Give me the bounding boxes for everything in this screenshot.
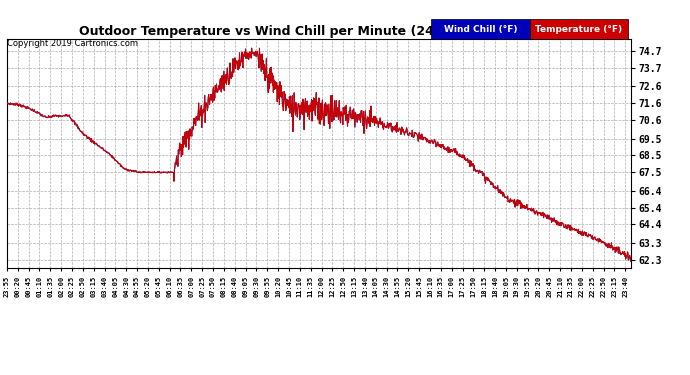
Title: Outdoor Temperature vs Wind Chill per Minute (24 Hours) 20190730: Outdoor Temperature vs Wind Chill per Mi…: [79, 25, 560, 38]
Text: Temperature (°F): Temperature (°F): [535, 25, 622, 34]
Text: Copyright 2019 Cartronics.com: Copyright 2019 Cartronics.com: [7, 39, 138, 48]
Bar: [431, 19, 530, 39]
Text: Wind Chill (°F): Wind Chill (°F): [444, 25, 518, 34]
Bar: [530, 19, 628, 39]
